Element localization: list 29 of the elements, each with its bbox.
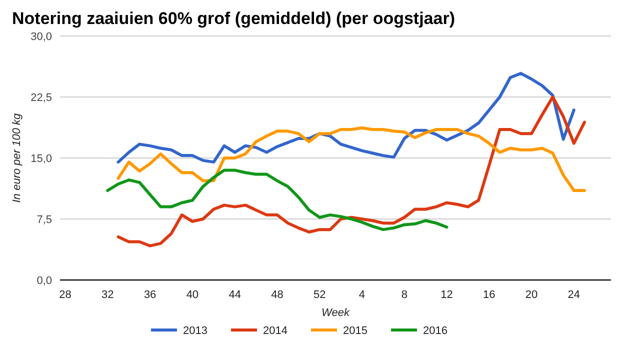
x-tick-label: 32	[102, 289, 114, 301]
x-tick-label: 4	[358, 289, 366, 301]
x-axis-title: Week	[322, 307, 350, 319]
y-tick-label: 7,5	[36, 214, 52, 226]
x-tick-label: 24	[568, 289, 580, 301]
line-series	[116, 96, 586, 248]
x-tick-label: 52	[313, 289, 326, 301]
legend-label: 2016	[423, 325, 448, 337]
chart-title: Notering zaaiuien 60% grof (gemiddeld) (per oogstjaar)	[12, 9, 455, 28]
y-tick-label: 22,5	[30, 92, 52, 104]
x-tick-label: 48	[271, 289, 284, 301]
legend-label: 2013	[183, 325, 208, 337]
x-tick-label: 20	[525, 289, 538, 301]
legend-label: 2014	[263, 325, 288, 337]
line-series	[116, 72, 576, 164]
x-tick-label: 16	[483, 289, 496, 301]
line-series	[116, 126, 586, 192]
legend-label: 2015	[343, 325, 368, 337]
x-tick-label: 44	[228, 289, 241, 301]
x-tick-label: 36	[144, 289, 156, 301]
line-series	[106, 168, 448, 232]
x-tick-label: 40	[186, 289, 199, 301]
x-tick-label: 8	[401, 289, 408, 301]
y-tick-label: 0,0	[36, 274, 52, 287]
y-tick-label: 15,0	[30, 152, 52, 165]
x-tick-label: 28	[59, 289, 72, 301]
y-tick-label: 30,0	[30, 30, 52, 43]
y-axis-title: In euro per 100 kg	[11, 112, 23, 203]
x-tick-label: 12	[440, 289, 453, 301]
